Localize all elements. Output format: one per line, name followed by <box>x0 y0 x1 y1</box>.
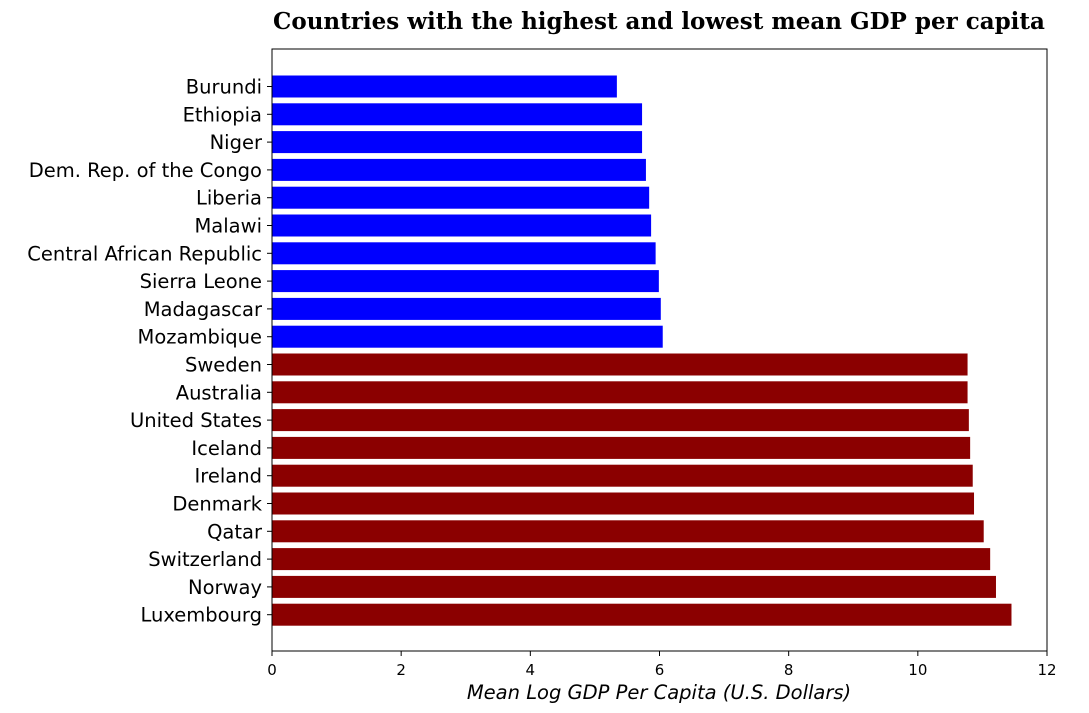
category-label: Madagascar <box>144 298 263 321</box>
category-label: Malawi <box>194 215 262 238</box>
x-tick-label: 6 <box>655 661 665 679</box>
category-label: Norway <box>188 576 262 599</box>
category-label: Sweden <box>185 354 262 377</box>
bar-norway <box>272 575 996 598</box>
category-label: Iceland <box>191 437 262 460</box>
category-labels: Burundi Ethiopia Niger Dem. Rep. of the Con… <box>27 76 272 627</box>
category-label: Australia <box>176 381 262 404</box>
category-label: Liberia <box>196 187 262 210</box>
chart-title: Countries with the highest and lowest me… <box>273 8 1045 35</box>
bar-sweden <box>272 353 968 376</box>
bar-central-african-republic <box>272 242 656 265</box>
bar-sierra-leone <box>272 270 659 293</box>
category-label: Central African Republic <box>27 242 262 265</box>
category-label: Ethiopia <box>183 103 262 126</box>
bar-australia <box>272 381 968 404</box>
bar-malawi <box>272 214 652 237</box>
x-tick-label: 4 <box>526 661 536 679</box>
bar-switzerland <box>272 548 991 571</box>
category-label: Niger <box>210 131 263 154</box>
category-label: Dem. Rep. of the Congo <box>29 159 262 182</box>
x-axis-ticks: 0 2 4 6 8 10 12 <box>267 651 1057 679</box>
x-tick-label: 12 <box>1037 661 1056 679</box>
category-label: United States <box>130 409 262 432</box>
bar-iceland <box>272 436 971 459</box>
bars <box>272 75 1012 626</box>
bar-united-states <box>272 409 969 432</box>
x-tick-label: 8 <box>784 661 794 679</box>
bar-ireland <box>272 464 973 487</box>
x-tick-label: 10 <box>908 661 927 679</box>
x-axis-label: Mean Log GDP Per Capita (U.S. Dollars) <box>467 681 851 704</box>
bar-madagascar <box>272 297 661 320</box>
category-label: Switzerland <box>148 548 262 571</box>
bar-ethiopia <box>272 103 643 126</box>
x-tick-label: 0 <box>267 661 277 679</box>
category-label: Sierra Leone <box>140 270 262 293</box>
bar-liberia <box>272 186 650 209</box>
bar-dem-rep-of-the-congo <box>272 158 646 181</box>
bar-qatar <box>272 520 984 543</box>
category-label: Ireland <box>195 465 262 488</box>
category-label: Luxembourg <box>140 604 262 627</box>
bar-luxembourg <box>272 603 1012 626</box>
bar-niger <box>272 131 643 154</box>
plot-frame <box>271 48 1048 652</box>
category-label: Mozambique <box>138 326 262 349</box>
category-label: Burundi <box>186 76 262 99</box>
bar-burundi <box>272 75 617 98</box>
category-label: Denmark <box>172 493 262 516</box>
bar-mozambique <box>272 325 663 348</box>
category-label: Qatar <box>207 520 263 543</box>
bar-denmark <box>272 492 975 515</box>
x-tick-label: 2 <box>396 661 406 679</box>
